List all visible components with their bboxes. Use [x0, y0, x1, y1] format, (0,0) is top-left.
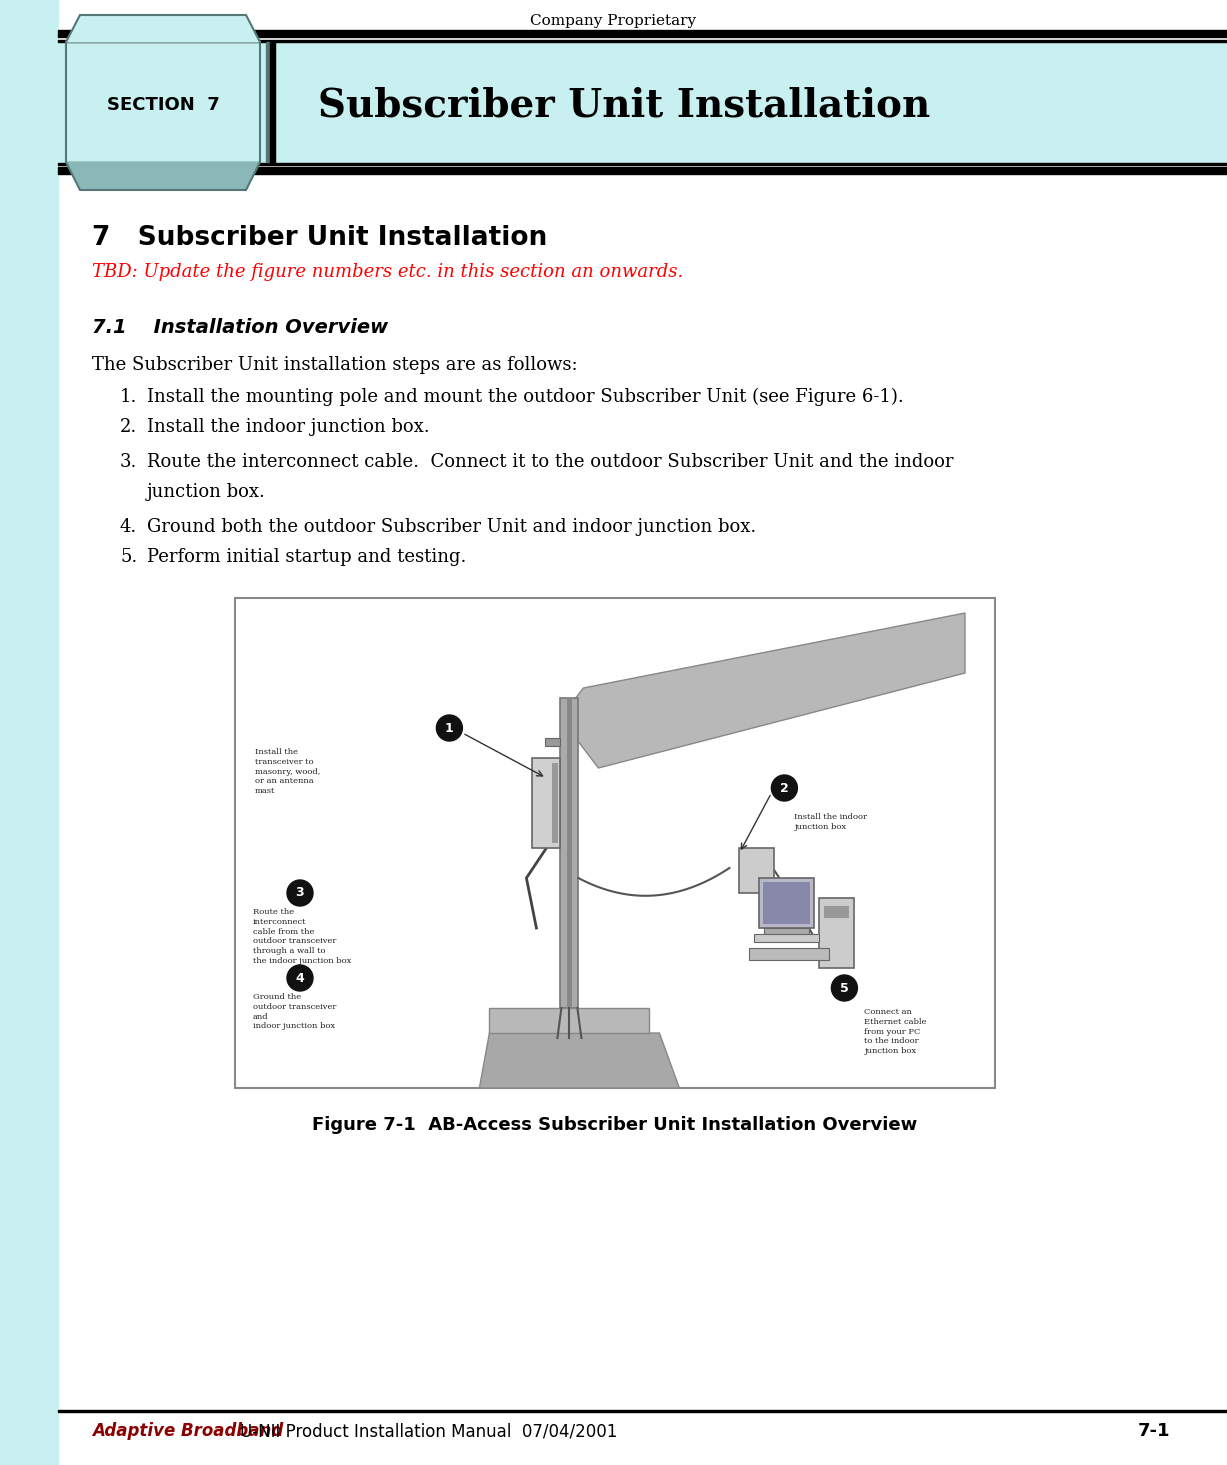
Polygon shape [66, 15, 260, 42]
Text: 3.: 3. [120, 453, 137, 472]
Circle shape [772, 775, 798, 801]
Circle shape [437, 715, 463, 741]
Text: Subscriber Unit Installation: Subscriber Unit Installation [318, 86, 930, 125]
Bar [740, 848, 774, 894]
Text: Route the interconnect cable.  Connect it to the outdoor Subscriber Unit and the: Route the interconnect cable. Connect it… [147, 453, 953, 472]
Bar [58, 29, 1227, 37]
Text: Route the
interconnect
cable from the
outdoor transceiver
through a wall to
the : Route the interconnect cable from the ou… [253, 908, 351, 965]
Text: 2.: 2. [120, 418, 137, 437]
Text: Install the
transceiver to
masonry, wood,
or an antenna
mast: Install the transceiver to masonry, wood… [255, 749, 320, 795]
Bar [58, 167, 1227, 174]
Text: Install the indoor
junction box: Install the indoor junction box [794, 813, 867, 831]
Bar [764, 927, 810, 935]
Bar [760, 878, 815, 927]
Text: Adaptive Broadband: Adaptive Broadband [92, 1423, 283, 1440]
Bar [58, 163, 1227, 166]
Circle shape [832, 976, 858, 1001]
Text: junction box.: junction box. [147, 483, 266, 501]
Text: 1: 1 [445, 721, 454, 734]
Bar [533, 757, 561, 848]
Circle shape [287, 965, 313, 990]
Bar [58, 1409, 1227, 1411]
Polygon shape [561, 612, 964, 768]
Text: 5.: 5. [120, 548, 137, 565]
Bar [270, 42, 275, 163]
Bar [820, 898, 854, 968]
Bar [0, 0, 58, 1465]
Text: TBD: Update the figure numbers etc. in this section an onwards.: TBD: Update the figure numbers etc. in t… [92, 264, 683, 281]
Bar [825, 905, 849, 919]
Text: Ground both the outdoor Subscriber Unit and indoor junction box.: Ground both the outdoor Subscriber Unit … [147, 519, 756, 536]
Bar [755, 935, 820, 942]
Text: The Subscriber Unit installation steps are as follows:: The Subscriber Unit installation steps a… [92, 356, 578, 374]
Text: 3: 3 [296, 886, 304, 900]
Text: 4: 4 [296, 971, 304, 984]
Text: 1.: 1. [120, 388, 137, 406]
Text: 4.: 4. [120, 519, 137, 536]
Text: Company Proprietary: Company Proprietary [530, 15, 697, 28]
Bar [567, 697, 573, 1008]
Text: Install the indoor junction box.: Install the indoor junction box. [147, 418, 429, 437]
Bar [58, 40, 1227, 42]
Text: SECTION  7: SECTION 7 [107, 97, 220, 114]
Text: Perform initial startup and testing.: Perform initial startup and testing. [147, 548, 466, 565]
Bar [490, 1008, 649, 1033]
Text: Install the mounting pole and mount the outdoor Subscriber Unit (see Figure 6-1): Install the mounting pole and mount the … [147, 388, 904, 406]
Text: 5: 5 [840, 982, 849, 995]
Bar [236, 598, 995, 1088]
Text: 7.1    Installation Overview: 7.1 Installation Overview [92, 318, 388, 337]
Text: U-NII Product Installation Manual  07/04/2001: U-NII Product Installation Manual 07/04/… [240, 1423, 617, 1440]
Polygon shape [66, 163, 260, 190]
Text: 2: 2 [780, 781, 789, 794]
Bar [763, 882, 810, 924]
Bar [750, 948, 829, 960]
Bar [545, 738, 561, 746]
Bar [56, 42, 270, 163]
Bar [552, 763, 558, 842]
Text: Ground the
outdoor transceiver
and
indoor junction box: Ground the outdoor transceiver and indoo… [253, 993, 336, 1030]
Text: Figure 7-1  AB-Access Subscriber Unit Installation Overview: Figure 7-1 AB-Access Subscriber Unit Ins… [313, 1116, 918, 1134]
Bar [276, 42, 1227, 163]
Text: Connect an
Ethernet cable
from your PC
to the indoor
junction box: Connect an Ethernet cable from your PC t… [864, 1008, 926, 1055]
Bar [561, 697, 578, 1008]
Text: 7   Subscriber Unit Installation: 7 Subscriber Unit Installation [92, 226, 547, 251]
Polygon shape [480, 1033, 680, 1088]
Circle shape [287, 880, 313, 905]
Bar [266, 42, 270, 163]
Text: 7-1: 7-1 [1137, 1423, 1171, 1440]
